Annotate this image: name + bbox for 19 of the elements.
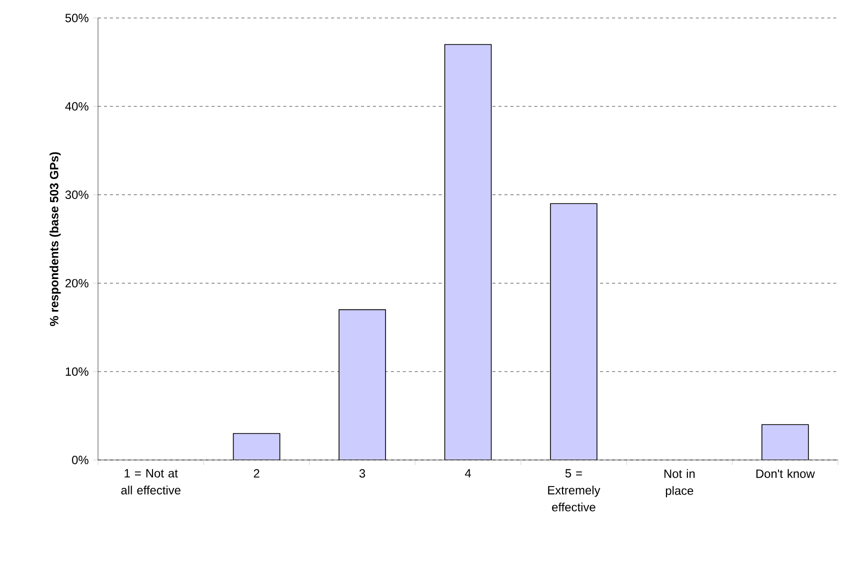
x-tick-label: 3	[359, 469, 366, 478]
bar	[338, 309, 386, 460]
bar	[232, 433, 280, 460]
x-tick-label: Not in place	[664, 469, 695, 498]
bar	[550, 203, 598, 460]
y-tick-label: 40%	[65, 102, 88, 111]
x-tick-label: 5 = Extremely effective	[548, 469, 600, 512]
bar	[761, 424, 809, 460]
bar	[444, 44, 492, 460]
x-tick-label: 1 = Not at all effective	[121, 469, 180, 494]
x-tick-label: Don't know	[756, 469, 815, 478]
x-tick-label: 2	[254, 469, 260, 478]
x-tick-label: 4	[464, 469, 471, 478]
y-axis-title: % respondents (base 503 GPs)	[50, 152, 61, 326]
y-tick-label: 50%	[65, 14, 88, 22]
y-tick-label: 0%	[72, 456, 88, 464]
y-tick-label: 10%	[66, 367, 88, 376]
y-tick-label: 30%	[65, 190, 88, 200]
y-tick-label: 20%	[65, 278, 88, 288]
